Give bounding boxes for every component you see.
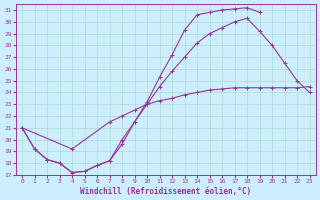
- X-axis label: Windchill (Refroidissement éolien,°C): Windchill (Refroidissement éolien,°C): [80, 187, 252, 196]
